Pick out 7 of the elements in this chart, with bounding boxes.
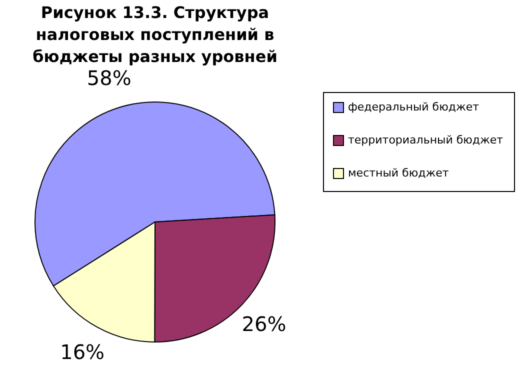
data-label: 26% — [242, 312, 286, 336]
data-label: 58% — [86, 66, 132, 90]
data-label: 16% — [60, 340, 105, 364]
chart-title: Рисунок 13.3. Структура налоговых поступлений в бюджеты разных уровней — [32, 3, 278, 66]
legend-label: местный бюджет — [348, 166, 450, 180]
legend-label: федеральный бюджет — [348, 100, 480, 114]
legend-label: территориальный бюджет — [348, 134, 504, 146]
